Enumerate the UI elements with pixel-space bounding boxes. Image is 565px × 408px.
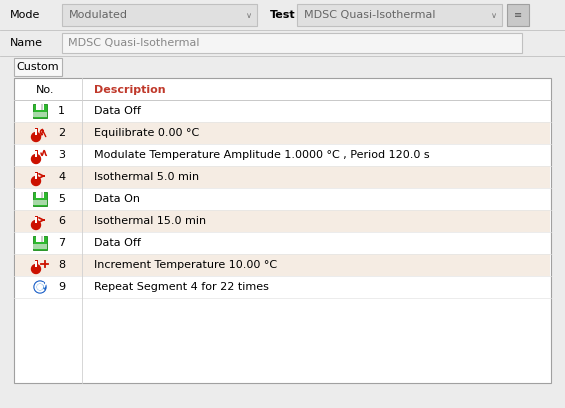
FancyBboxPatch shape	[14, 58, 62, 76]
FancyBboxPatch shape	[507, 4, 529, 26]
FancyBboxPatch shape	[33, 112, 47, 117]
FancyBboxPatch shape	[0, 0, 565, 30]
Text: 8: 8	[58, 260, 65, 270]
FancyBboxPatch shape	[62, 4, 257, 26]
Text: 3: 3	[58, 150, 65, 160]
FancyBboxPatch shape	[35, 217, 37, 223]
Circle shape	[34, 281, 46, 293]
Text: Test: Test	[270, 10, 295, 20]
FancyBboxPatch shape	[15, 254, 550, 276]
Text: Increment Temperature 10.00 °C: Increment Temperature 10.00 °C	[94, 260, 277, 270]
FancyBboxPatch shape	[34, 260, 37, 268]
FancyBboxPatch shape	[34, 150, 37, 158]
Text: Repeat Segment 4 for 22 times: Repeat Segment 4 for 22 times	[94, 282, 269, 292]
Text: 6: 6	[58, 216, 65, 226]
Text: Custom: Custom	[17, 62, 59, 72]
Text: Name: Name	[10, 38, 43, 48]
FancyBboxPatch shape	[33, 236, 47, 250]
FancyBboxPatch shape	[34, 172, 37, 180]
FancyBboxPatch shape	[36, 236, 44, 242]
FancyBboxPatch shape	[15, 166, 550, 188]
Text: 5: 5	[58, 194, 65, 204]
Text: 4: 4	[58, 172, 65, 182]
FancyBboxPatch shape	[62, 33, 522, 53]
FancyBboxPatch shape	[36, 192, 44, 198]
Text: Isothermal 5.0 min: Isothermal 5.0 min	[94, 172, 199, 182]
Text: ≡: ≡	[514, 10, 522, 20]
FancyBboxPatch shape	[15, 122, 550, 144]
FancyBboxPatch shape	[36, 104, 44, 110]
Text: Data Off: Data Off	[94, 106, 141, 116]
FancyBboxPatch shape	[0, 30, 565, 56]
FancyBboxPatch shape	[41, 192, 43, 198]
Text: Equilibrate 0.00 °C: Equilibrate 0.00 °C	[94, 128, 199, 138]
FancyBboxPatch shape	[297, 4, 502, 26]
FancyBboxPatch shape	[33, 104, 47, 118]
Text: 2: 2	[58, 128, 65, 138]
FancyBboxPatch shape	[35, 261, 37, 267]
Text: Modulated: Modulated	[69, 10, 128, 20]
Text: ∨: ∨	[246, 11, 252, 20]
Text: Isothermal 15.0 min: Isothermal 15.0 min	[94, 216, 206, 226]
Circle shape	[32, 155, 41, 164]
Circle shape	[32, 133, 41, 142]
FancyBboxPatch shape	[41, 236, 43, 242]
Text: 7: 7	[58, 238, 65, 248]
FancyBboxPatch shape	[14, 78, 551, 383]
FancyBboxPatch shape	[34, 216, 37, 224]
FancyBboxPatch shape	[33, 192, 47, 206]
Text: MDSC Quasi-Isothermal: MDSC Quasi-Isothermal	[304, 10, 436, 20]
Text: 9: 9	[58, 282, 65, 292]
Text: Modulate Temperature Amplitude 1.0000 °C , Period 120.0 s: Modulate Temperature Amplitude 1.0000 °C…	[94, 150, 429, 160]
Text: ∨: ∨	[491, 11, 497, 20]
Circle shape	[37, 284, 42, 290]
Circle shape	[32, 264, 41, 273]
FancyBboxPatch shape	[41, 104, 43, 110]
FancyBboxPatch shape	[34, 128, 37, 136]
Text: Description: Description	[94, 85, 166, 95]
Text: Data Off: Data Off	[94, 238, 141, 248]
Circle shape	[32, 220, 41, 229]
FancyBboxPatch shape	[33, 200, 47, 205]
Text: Mode: Mode	[10, 10, 40, 20]
FancyBboxPatch shape	[35, 129, 37, 135]
FancyBboxPatch shape	[35, 173, 37, 179]
Circle shape	[36, 283, 44, 291]
Text: MDSC Quasi-Isothermal: MDSC Quasi-Isothermal	[68, 38, 199, 48]
Text: 1: 1	[58, 106, 65, 116]
FancyBboxPatch shape	[33, 244, 47, 249]
Text: Data On: Data On	[94, 194, 140, 204]
Text: No.: No.	[36, 85, 54, 95]
FancyBboxPatch shape	[35, 151, 37, 157]
Circle shape	[32, 177, 41, 186]
FancyBboxPatch shape	[15, 210, 550, 232]
